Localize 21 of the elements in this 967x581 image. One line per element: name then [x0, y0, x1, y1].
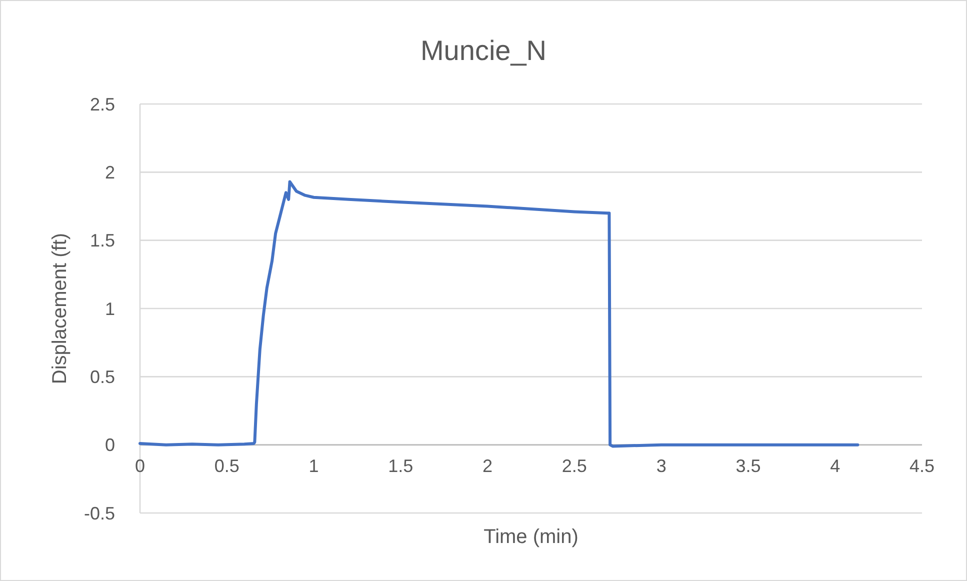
x-tick-label: 2.5: [562, 456, 587, 476]
x-tick-label: 1.5: [388, 456, 414, 476]
y-tick-label: 0: [104, 435, 115, 456]
y-axis-title: Displacement (ft): [49, 232, 71, 384]
x-tick-label: 3: [656, 456, 666, 476]
y-tick-label: 1.5: [90, 230, 115, 251]
line-series: [138, 180, 860, 448]
x-axis-title: Time (min): [484, 526, 578, 548]
chart-title: Muncie_N: [420, 35, 547, 66]
y-tick-label: 2.5: [90, 94, 115, 114]
x-tick-label: 4: [830, 456, 840, 476]
x-tick-label: 2: [482, 456, 493, 476]
y-tick-label: 2: [104, 162, 115, 182]
x-tick-label: 0.5: [214, 456, 240, 476]
x-tick-label: 4.5: [909, 456, 935, 476]
x-tick-label: 1: [308, 456, 319, 476]
y-tick-label: 1: [104, 298, 115, 319]
y-tick-label: -0.5: [84, 503, 115, 524]
x-tick-label: 0: [134, 456, 146, 476]
x-tick-label: 3.5: [736, 456, 761, 476]
y-tick-label: 0.5: [90, 366, 115, 387]
